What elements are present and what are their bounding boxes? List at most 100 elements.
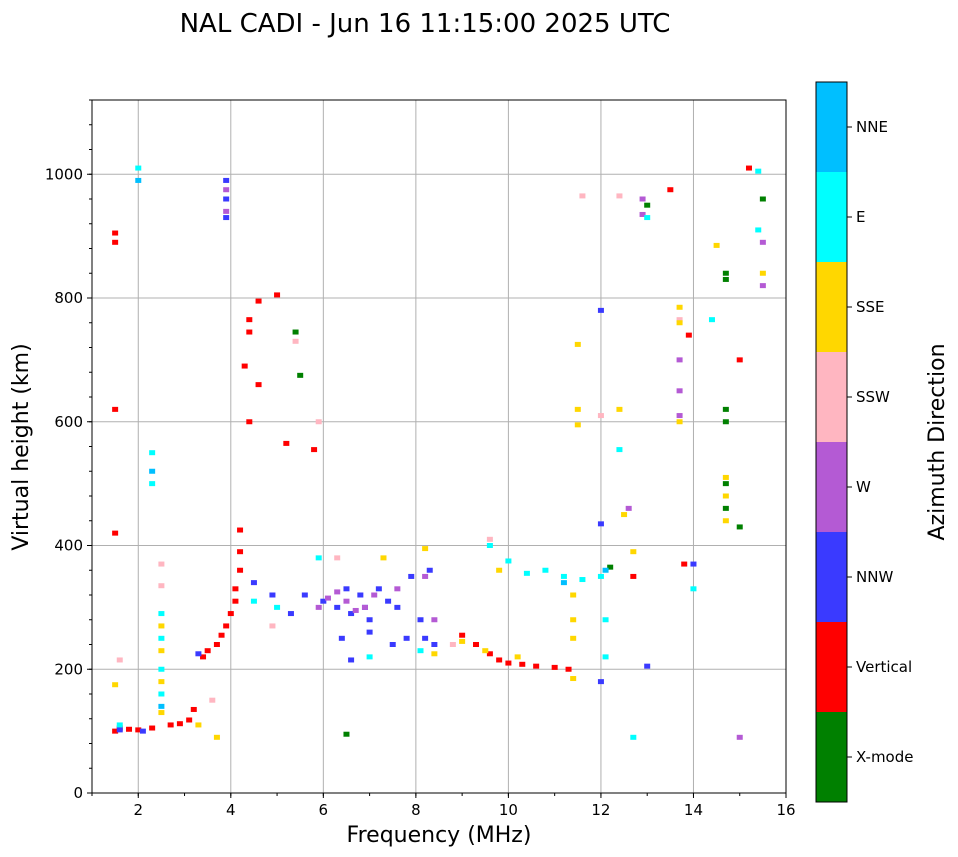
data-point-vertical [237, 527, 244, 533]
data-point-nnw [422, 635, 429, 641]
data-point-sse [570, 635, 577, 641]
data-point-vertical [681, 561, 688, 567]
y-tick-label: 600 [54, 413, 83, 431]
data-point-nne [135, 177, 142, 183]
data-point-sse [570, 592, 577, 598]
data-point-ssw [116, 657, 123, 663]
data-point-sse [616, 406, 623, 412]
data-point-sse [570, 617, 577, 623]
data-point-e [250, 598, 257, 604]
y-tick-label: 1000 [45, 165, 83, 183]
data-point-e [315, 555, 322, 561]
data-point-sse [380, 555, 387, 561]
data-point-e [135, 165, 142, 171]
x-tick-label: 12 [591, 801, 610, 819]
colorbar-label-e: E [856, 208, 865, 226]
x-tick-label: 2 [133, 801, 143, 819]
colorbar-label-ssw: SSW [856, 388, 890, 406]
data-point-vertical [232, 598, 239, 604]
data-point-x-mode [607, 564, 614, 570]
data-point-nnw [366, 629, 373, 635]
data-point-vertical [112, 530, 119, 536]
data-point-nnw [408, 573, 415, 579]
data-point-x-mode [722, 270, 729, 276]
data-point-vertical [135, 727, 142, 733]
data-point-vertical [227, 611, 234, 617]
data-point-ssw [616, 193, 623, 199]
colorbar-segment-vertical [816, 622, 847, 712]
data-point-sse [195, 722, 202, 728]
colorbar-label-nne: NNE [856, 118, 888, 136]
data-point-w [352, 607, 359, 613]
data-point-w [334, 589, 341, 595]
data-point-w [759, 283, 766, 289]
data-point-sse [676, 304, 683, 310]
data-point-nnw [338, 635, 345, 641]
data-point-nnw [366, 617, 373, 623]
data-point-vertical [533, 663, 540, 669]
data-point-nnw [389, 642, 396, 647]
data-point-ssw [486, 536, 493, 542]
data-point-nnw [385, 598, 392, 604]
colorbar: X-mode Vertical NNW W SSW SSE E NNE [815, 81, 913, 803]
data-point-nnw [223, 177, 230, 183]
data-point-nnw [426, 567, 433, 573]
data-point-x-mode [759, 196, 766, 202]
data-point-e [630, 734, 637, 740]
colorbar-label: Azimuth Direction [925, 343, 950, 540]
data-point-w [676, 357, 683, 363]
data-point-nnw [269, 592, 276, 598]
colorbar-segment-w [816, 442, 847, 532]
data-point-sse [574, 341, 581, 347]
data-point-vertical [204, 648, 211, 654]
data-point-vertical [112, 406, 119, 412]
data-point-nne [158, 703, 165, 709]
data-point-sse [482, 648, 489, 654]
data-point-sse [459, 638, 466, 644]
data-point-sse [574, 422, 581, 428]
data-point-vertical [218, 632, 225, 638]
data-point-vertical [223, 623, 230, 629]
data-point-ssw [449, 642, 456, 647]
data-point-nnw [597, 307, 604, 313]
data-point-vertical [519, 661, 526, 667]
data-point-vertical [237, 549, 244, 555]
data-point-vertical [736, 357, 743, 363]
data-point-sse [112, 682, 119, 688]
x-axis-ticks: 2 4 6 8 10 12 14 16 [91, 793, 796, 819]
data-point-vertical [486, 651, 493, 657]
data-point-w [625, 505, 632, 511]
data-point-vertical [176, 721, 183, 727]
data-point-w [343, 598, 350, 604]
data-point-w [361, 604, 368, 610]
data-point-e [560, 573, 567, 579]
data-point-vertical [213, 642, 220, 647]
data-point-nnw [320, 598, 327, 604]
data-point-w [431, 617, 438, 623]
data-point-nnw [375, 586, 382, 592]
data-point-w [223, 187, 230, 193]
colorbar-label-sse: SSE [856, 298, 885, 316]
y-tick-label: 0 [73, 784, 83, 802]
data-point-vertical [246, 317, 253, 323]
data-point-nnw [597, 521, 604, 527]
x-tick-label: 4 [226, 801, 236, 819]
data-point-sse [514, 654, 521, 660]
data-point-vertical [630, 573, 637, 579]
data-point-e [116, 722, 123, 728]
data-point-sse [158, 710, 165, 716]
x-axis-label: Frequency (MHz) [347, 823, 532, 848]
data-point-sse [630, 549, 637, 555]
data-point-sse [722, 474, 729, 480]
data-point-nnw [644, 663, 651, 669]
x-tick-label: 10 [499, 801, 518, 819]
data-point-w [371, 592, 378, 598]
y-tick-label: 400 [54, 537, 83, 555]
data-point-nnw [343, 586, 350, 592]
data-point-e [597, 573, 604, 579]
data-point-vertical [149, 725, 156, 731]
data-point-ssw [292, 338, 299, 344]
y-axis-label: Virtual height (km) [9, 343, 34, 550]
x-tick-label: 6 [319, 801, 329, 819]
data-point-vertical [551, 664, 558, 670]
